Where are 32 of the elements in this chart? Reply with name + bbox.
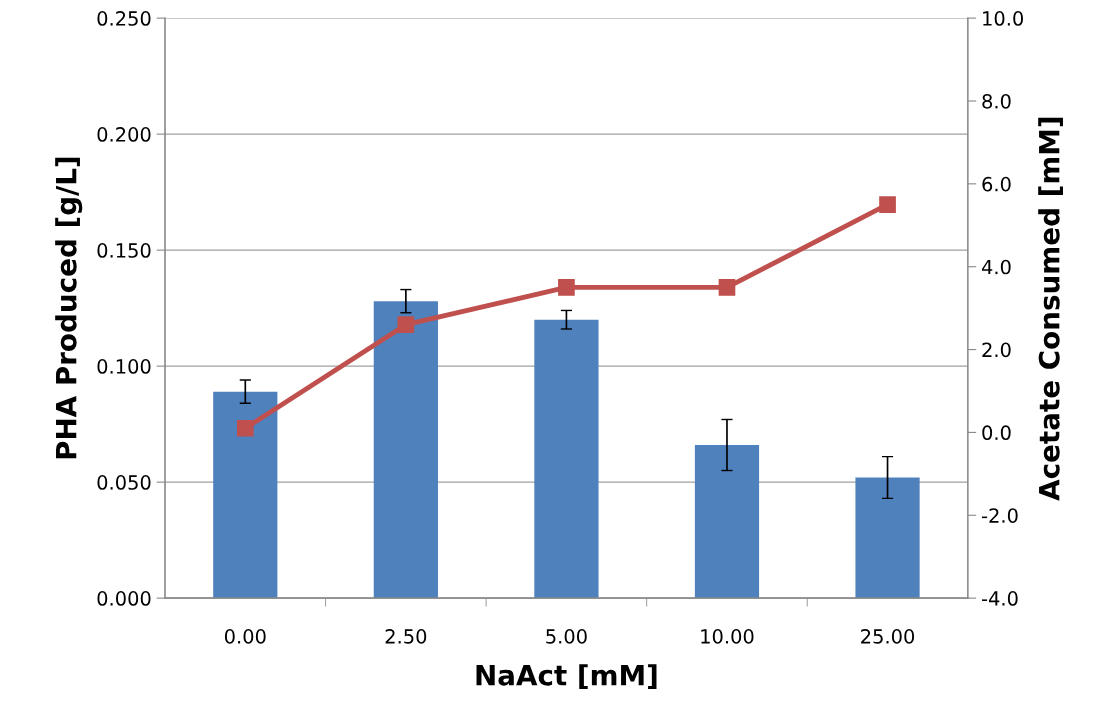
point [879,196,896,213]
point [718,279,736,296]
x-tick-label: 0.00 [224,629,266,644]
y-tick-label: 0.050 [97,475,151,490]
bar [213,391,278,599]
y2-tick-label: 10.0 [983,11,1024,26]
x-tick-label: 25.00 [861,629,915,644]
point [236,419,254,437]
y2-tick-label: 6.0 [982,176,1011,192]
y-tick-label: 0.200 [97,127,151,142]
x-tick-label: 5.00 [546,629,587,644]
bar [694,445,760,599]
y2-tick-label: 8.0 [982,93,1011,109]
x-tick-label: 2.50 [385,629,427,644]
y-tick-label: 0.150 [97,243,151,258]
bar [373,301,438,599]
y2-tick-label: -2.0 [981,508,1018,523]
y-tick-label: 0.000 [97,591,151,606]
y2-tick-label: -4.0 [981,591,1018,606]
x-axis-title: NaAct [mM] [476,664,657,689]
y2-tick-label: 2.0 [982,342,1011,358]
bar [855,477,920,599]
y-tick-label: 0.250 [97,11,151,26]
y-axis-title: PHA Produced [g/L] [55,157,83,459]
y2-tick-label: 0.0 [982,425,1011,441]
point [397,316,415,334]
y2-tick-label: 4.0 [981,259,1011,275]
x-tick-label: 10.00 [701,629,754,644]
y2-axis-title: Acetate Consumed [mM] [1038,117,1063,501]
bar [534,319,599,599]
y-tick-label: 0.100 [97,359,151,374]
point [558,279,575,296]
